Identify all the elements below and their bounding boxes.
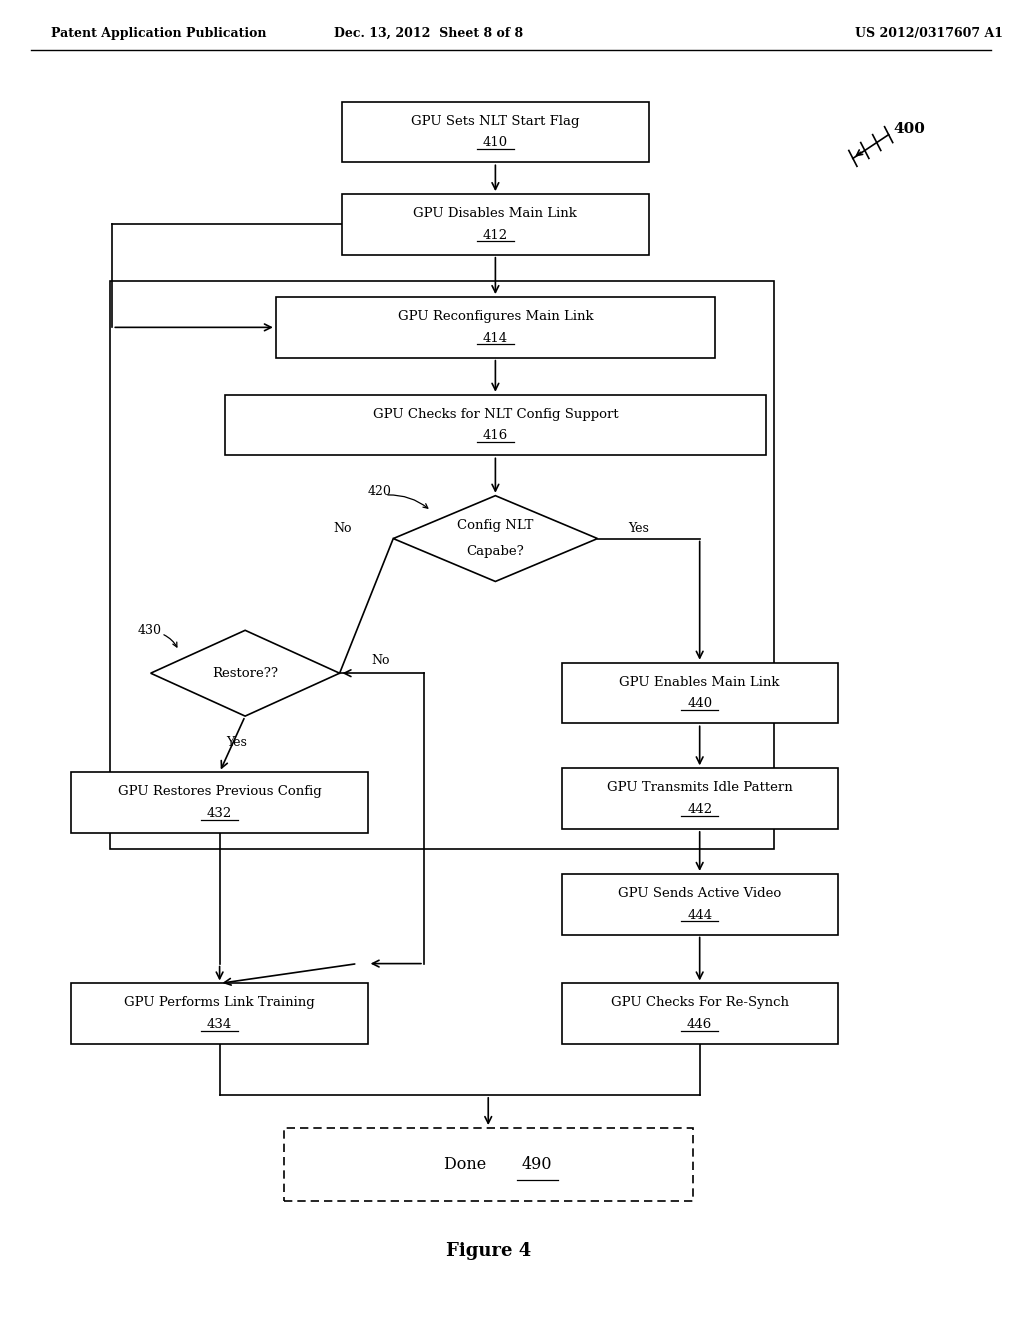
- Text: Yes: Yes: [226, 737, 248, 748]
- FancyBboxPatch shape: [275, 297, 715, 358]
- FancyBboxPatch shape: [562, 983, 838, 1044]
- FancyBboxPatch shape: [562, 874, 838, 935]
- Text: 416: 416: [482, 429, 508, 442]
- Text: GPU Disables Main Link: GPU Disables Main Link: [414, 207, 578, 220]
- FancyBboxPatch shape: [224, 395, 766, 455]
- Polygon shape: [151, 631, 340, 715]
- FancyBboxPatch shape: [562, 768, 838, 829]
- Text: 442: 442: [687, 803, 713, 816]
- Text: Restore??: Restore??: [212, 667, 279, 680]
- Polygon shape: [393, 496, 598, 581]
- Text: GPU Checks For Re-Synch: GPU Checks For Re-Synch: [610, 997, 788, 1010]
- FancyBboxPatch shape: [342, 194, 648, 255]
- Text: 490: 490: [522, 1156, 553, 1172]
- Text: GPU Enables Main Link: GPU Enables Main Link: [620, 676, 780, 689]
- Text: 434: 434: [207, 1018, 232, 1031]
- Text: GPU Reconfigures Main Link: GPU Reconfigures Main Link: [397, 310, 593, 323]
- FancyBboxPatch shape: [342, 102, 648, 162]
- Text: 444: 444: [687, 908, 713, 921]
- Text: 400: 400: [894, 123, 926, 136]
- Text: GPU Sets NLT Start Flag: GPU Sets NLT Start Flag: [412, 115, 580, 128]
- FancyBboxPatch shape: [562, 663, 838, 723]
- Text: Yes: Yes: [628, 521, 649, 535]
- Text: US 2012/0317607 A1: US 2012/0317607 A1: [855, 26, 1004, 40]
- Text: GPU Performs Link Training: GPU Performs Link Training: [124, 997, 315, 1010]
- Text: Figure 4: Figure 4: [445, 1242, 530, 1261]
- Text: GPU Checks for NLT Config Support: GPU Checks for NLT Config Support: [373, 408, 618, 421]
- Text: 410: 410: [483, 136, 508, 149]
- Text: 446: 446: [687, 1018, 713, 1031]
- Text: 420: 420: [368, 484, 391, 498]
- Text: 412: 412: [483, 228, 508, 242]
- Text: Config NLT: Config NLT: [457, 519, 534, 532]
- FancyBboxPatch shape: [284, 1127, 692, 1201]
- Text: 440: 440: [687, 697, 713, 710]
- Text: 414: 414: [483, 331, 508, 345]
- FancyBboxPatch shape: [72, 772, 368, 833]
- Text: GPU Transmits Idle Pattern: GPU Transmits Idle Pattern: [607, 781, 793, 795]
- FancyBboxPatch shape: [72, 983, 368, 1044]
- Text: GPU Sends Active Video: GPU Sends Active Video: [618, 887, 781, 900]
- Text: Done: Done: [444, 1156, 492, 1172]
- Text: No: No: [333, 521, 351, 535]
- Text: Capabe?: Capabe?: [467, 545, 524, 558]
- Text: No: No: [372, 653, 390, 667]
- Text: Dec. 13, 2012  Sheet 8 of 8: Dec. 13, 2012 Sheet 8 of 8: [335, 26, 523, 40]
- Text: 430: 430: [138, 624, 162, 638]
- Text: GPU Restores Previous Config: GPU Restores Previous Config: [118, 785, 322, 799]
- Text: 432: 432: [207, 807, 232, 820]
- Text: Patent Application Publication: Patent Application Publication: [51, 26, 266, 40]
